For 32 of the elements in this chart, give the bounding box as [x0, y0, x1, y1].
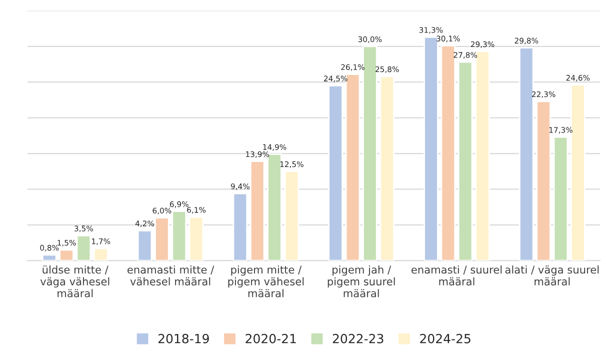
legend-label: 2020-21	[246, 334, 296, 344]
bar	[188, 216, 204, 261]
bar	[553, 136, 568, 261]
bar	[42, 254, 57, 261]
x-tick-label: üldse mitte / väga vähesel määral	[40, 265, 110, 298]
bar	[380, 76, 394, 261]
x-tick-label: pigem mitte / pigem vähesel määral	[228, 265, 304, 298]
bar	[172, 210, 186, 261]
bar	[570, 84, 586, 261]
bar	[458, 61, 473, 261]
bar	[328, 84, 343, 261]
bar	[475, 50, 490, 261]
x-tick-label: enamasti mitte / vähesel määral	[127, 265, 214, 286]
bar	[93, 248, 108, 261]
bar	[250, 160, 265, 261]
bar	[267, 154, 282, 261]
bar	[519, 47, 534, 261]
x-tick-label: alati / väga suurel määral	[505, 265, 599, 286]
bar	[232, 192, 248, 261]
bar	[154, 217, 170, 261]
legend-label: 2022-23	[332, 334, 384, 344]
legend-label: 2024-25	[420, 334, 470, 344]
legend-label: 2018-19	[158, 334, 209, 344]
bar	[137, 230, 152, 261]
bar	[536, 100, 551, 261]
x-tick-label: enamasti / suurel määral	[412, 265, 502, 286]
bar	[362, 46, 378, 261]
x-tick-label: pigem jah / pigem suurel määral	[328, 265, 395, 298]
bar	[76, 234, 92, 261]
bar	[284, 170, 300, 261]
bar	[424, 36, 438, 261]
bar	[59, 249, 74, 261]
